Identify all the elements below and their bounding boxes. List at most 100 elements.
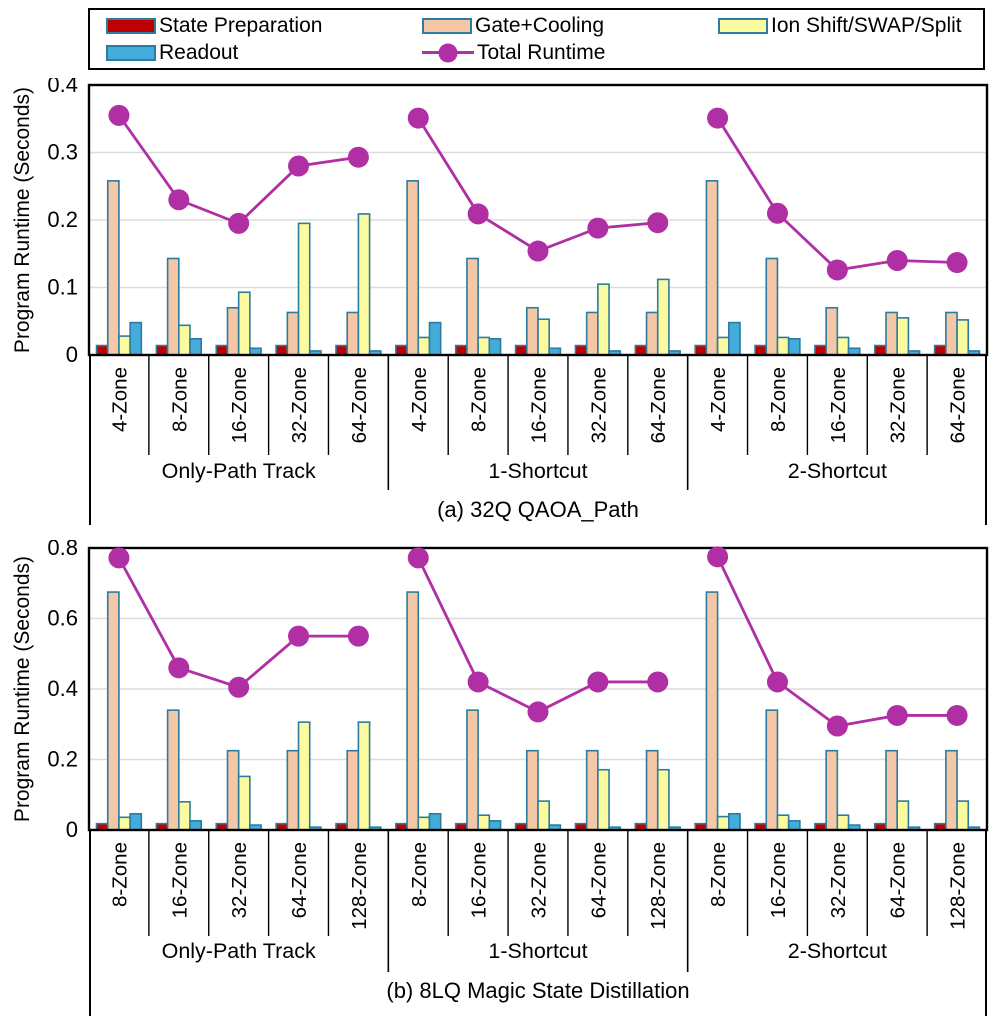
zone-label: 32-Zone (288, 367, 311, 443)
group-label: Only-Path Track (162, 939, 316, 963)
legend-item-gate-cooling: Gate+Cooling (422, 15, 718, 36)
runtime-marker (826, 715, 848, 737)
zone-label: 16-Zone (228, 367, 251, 443)
bar-state-preparation (754, 344, 768, 356)
bar-ion-shift-swap-split (896, 317, 910, 356)
zone-label: 8-Zone (168, 367, 191, 432)
bar-readout (787, 820, 801, 831)
runtime-marker (347, 146, 369, 168)
runtime-marker (288, 155, 310, 177)
group-label: 2-Shortcut (788, 459, 887, 483)
bar-ion-shift-swap-split (477, 336, 491, 356)
bar-readout (189, 337, 202, 356)
bar-state-preparation (395, 344, 408, 356)
legend: State Preparation Gate+Cooling Ion Shift… (88, 8, 985, 70)
runtime-line (417, 117, 658, 253)
bar-gate-cooling (825, 749, 839, 831)
legend-label: Gate+Cooling (475, 14, 605, 37)
bar-gate-cooling (765, 709, 779, 831)
bar-ion-shift-swap-split (237, 775, 251, 831)
bar-state-preparation (574, 344, 588, 356)
bar-gate-cooling (466, 709, 479, 831)
runtime-marker (347, 625, 369, 647)
zone-label: 128-Zone (647, 842, 670, 930)
zone-label: 16-Zone (468, 842, 491, 918)
zone-label: 32-Zone (228, 842, 251, 918)
runtime-marker (946, 704, 968, 726)
bar-gate-cooling (226, 749, 240, 831)
zone-label: 4-Zone (408, 367, 431, 432)
zone-label: 16-Zone (827, 367, 850, 443)
bar-gate-cooling (945, 311, 958, 356)
bar-ion-shift-swap-split (477, 814, 491, 831)
bar-ion-shift-swap-split (597, 283, 610, 356)
runtime-marker (467, 203, 489, 225)
runtime-line (117, 557, 359, 689)
bar-gate-cooling (166, 709, 180, 831)
bar-ion-shift-swap-split (118, 335, 131, 356)
bar-ion-shift-swap-split (118, 816, 131, 831)
runtime-marker (407, 547, 429, 569)
bar-ion-shift-swap-split (836, 814, 850, 831)
gate-cooling-swatch-icon (422, 17, 472, 34)
bar-gate-cooling (765, 257, 779, 356)
chart-b-plot: 0 0.2 0.4 0.6 0.8 8-Zone 16-Zone 32-Zone 64-Zone… (47, 540, 989, 973)
bar-readout (727, 321, 741, 356)
bar-ion-shift-swap-split (537, 800, 550, 831)
bar-ion-shift-swap-split (656, 278, 670, 356)
runtime-marker (407, 107, 429, 129)
bar-ion-shift-swap-split (956, 800, 970, 831)
bar-gate-cooling (406, 591, 420, 831)
legend-item-readout: Readout (106, 42, 422, 63)
state-preparation-swatch-icon (106, 17, 156, 34)
zone-label: 64-Zone (288, 842, 311, 918)
runtime-marker (108, 547, 130, 569)
bar-ion-shift-swap-split (776, 336, 790, 356)
runtime-marker (946, 252, 968, 274)
group-label: Only-Path Track (162, 459, 316, 483)
runtime-marker (168, 657, 190, 679)
zone-label: 16-Zone (168, 842, 191, 918)
bar-state-preparation (694, 344, 708, 356)
zone-label: 8-Zone (468, 367, 491, 432)
bar-gate-cooling (825, 306, 839, 356)
bar-readout (488, 337, 502, 356)
zone-label: 4-Zone (108, 367, 131, 432)
chart-a-plot: 0 0.1 0.2 0.3 0.4 4-Zone 8-Zone 16-Zone 32-Zone 6… (47, 78, 989, 493)
bar-gate-cooling (885, 749, 898, 831)
runtime-marker (228, 212, 250, 234)
bar-readout (428, 321, 442, 356)
zone-label: 4-Zone (707, 367, 730, 432)
bar-gate-cooling (705, 180, 719, 356)
runtime-marker (527, 240, 549, 262)
zone-label: 32-Zone (528, 842, 551, 918)
bar-gate-cooling (945, 749, 958, 831)
bar-readout (129, 812, 143, 831)
chart-a-caption: (a) 32Q QAOA_Path (89, 493, 987, 525)
bar-gate-cooling (466, 257, 479, 356)
plot-border (87, 83, 989, 357)
chart-b-caption: (b) 8LQ Magic State Distillation (89, 973, 987, 1016)
bar-gate-cooling (525, 749, 539, 831)
bar-gate-cooling (645, 311, 659, 356)
y-tick-label: 0 (66, 817, 78, 842)
bar-readout (488, 820, 502, 831)
zone-label: 64-Zone (887, 842, 910, 918)
bar-gate-cooling (346, 311, 360, 356)
runtime-marker (766, 202, 788, 224)
runtime-line (117, 114, 359, 226)
zone-label: 8-Zone (108, 842, 131, 907)
legend-item-state-preparation: State Preparation (106, 15, 422, 36)
bar-readout (787, 337, 801, 356)
bar-gate-cooling (286, 749, 300, 831)
zone-label: 128-Zone (947, 842, 970, 930)
bar-gate-cooling (106, 591, 120, 831)
zone-label: 8-Zone (408, 842, 431, 907)
bar-gate-cooling (166, 257, 180, 356)
zone-label: 64-Zone (947, 367, 970, 443)
ion-shift-swatch-icon (718, 17, 768, 34)
runtime-marker (826, 259, 848, 281)
bar-gate-cooling (585, 311, 599, 356)
bar-state-preparation (814, 344, 827, 356)
legend-label: Ion Shift/SWAP/Split (771, 14, 962, 37)
